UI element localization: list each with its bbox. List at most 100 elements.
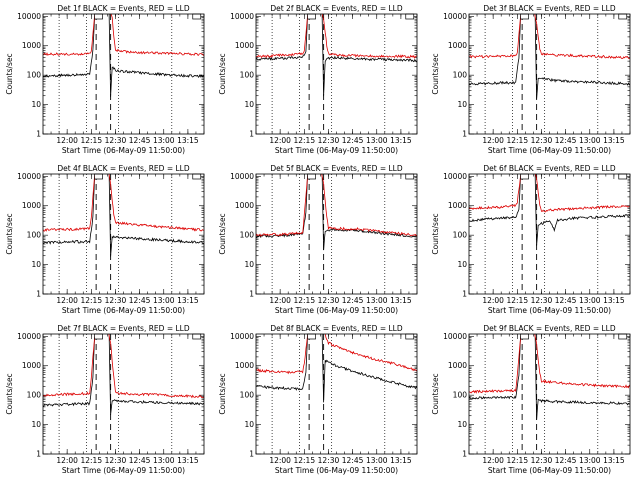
y-tick-label: 1 <box>36 450 41 459</box>
x-tick-label: 12:45 <box>129 296 151 305</box>
y-tick-label: 10000 <box>443 332 467 341</box>
time-marker-box <box>193 174 201 179</box>
x-tick-label: 12:00 <box>482 296 504 305</box>
detector-panel: Det 1f BLACK = Events, RED = LLD Counts/s… <box>5 4 204 155</box>
x-tick-label: 12:45 <box>342 456 364 465</box>
panel-title: Det 1f BLACK = Events, RED = LLD <box>57 4 190 13</box>
x-tick-label: 13:00 <box>579 136 601 145</box>
x-tick-label: 12:45 <box>555 456 577 465</box>
y-tick-label: 100 <box>453 391 468 400</box>
y-axis-label: Counts/sec <box>431 53 440 94</box>
y-tick-label: 100 <box>240 231 255 240</box>
detector-panel: Det 6f BLACK = Events, RED = LLD Counts/s… <box>431 164 630 315</box>
y-tick-label: 10000 <box>230 332 254 341</box>
y-axis-label: Counts/sec <box>431 373 440 414</box>
plot-frame <box>43 174 204 294</box>
plot-frame <box>469 14 630 134</box>
x-tick-label: 12:15 <box>293 456 315 465</box>
x-tick-label: 13:15 <box>390 296 412 305</box>
x-tick-label: 12:30 <box>318 456 340 465</box>
time-marker-box <box>619 174 627 179</box>
y-tick-label: 10000 <box>17 12 41 21</box>
time-marker-box <box>521 334 529 339</box>
x-tick-label: 12:30 <box>105 456 127 465</box>
x-tick-label: 12:15 <box>80 296 102 305</box>
x-axis-label: Start Time (06-May-09 11:50:00) <box>275 146 398 155</box>
events-series-line <box>43 6 204 97</box>
x-tick-label: 12:00 <box>56 136 78 145</box>
y-tick-label: 10 <box>457 420 467 429</box>
y-axis-label: Counts/sec <box>218 53 227 94</box>
y-axis-label: Counts/sec <box>5 53 14 94</box>
x-tick-label: 12:30 <box>531 136 553 145</box>
x-tick-label: 13:00 <box>153 136 175 145</box>
y-tick-label: 100 <box>453 231 468 240</box>
y-tick-label: 1 <box>36 130 41 139</box>
y-tick-label: 1000 <box>235 361 254 370</box>
y-tick-label: 10 <box>457 100 467 109</box>
x-tick-label: 12:00 <box>56 456 78 465</box>
x-tick-label: 12:30 <box>105 296 127 305</box>
time-marker-box <box>193 334 201 339</box>
series-group <box>469 326 630 420</box>
x-tick-label: 12:45 <box>129 136 151 145</box>
detector-panel: Det 9f BLACK = Events, RED = LLDCounts/s… <box>431 324 630 475</box>
series-group <box>256 6 417 96</box>
x-tick-label: 13:15 <box>603 136 625 145</box>
x-tick-label: 13:15 <box>603 456 625 465</box>
time-marker-box <box>619 14 627 19</box>
plot-frame <box>256 334 417 454</box>
plot-frame <box>469 174 630 294</box>
events-series-line <box>256 7 417 97</box>
y-tick-label: 100 <box>453 71 468 80</box>
x-tick-label: 12:30 <box>318 296 340 305</box>
x-tick-label: 12:15 <box>293 296 315 305</box>
x-tick-label: 12:00 <box>482 136 504 145</box>
time-marker-box <box>95 14 103 19</box>
x-tick-label: 13:15 <box>603 296 625 305</box>
y-tick-label: 10000 <box>17 172 41 181</box>
x-tick-label: 13:15 <box>390 136 412 145</box>
panel-title: Det 4f BLACK = Events, RED = LLD <box>57 164 190 173</box>
panel-title: Det 7f BLACK = Events, RED = LLD <box>57 324 190 333</box>
x-tick-label: 13:00 <box>153 456 175 465</box>
y-tick-label: 100 <box>27 71 42 80</box>
x-tick-label: 12:00 <box>269 456 291 465</box>
y-tick-label: 1000 <box>448 361 467 370</box>
x-tick-label: 12:15 <box>80 136 102 145</box>
y-tick-label: 10000 <box>17 332 41 341</box>
y-axis-label: Counts/sec <box>5 213 14 254</box>
y-tick-label: 10 <box>31 260 41 269</box>
x-tick-label: 12:30 <box>531 296 553 305</box>
y-tick-label: 10 <box>244 100 254 109</box>
y-tick-label: 1000 <box>22 361 41 370</box>
events-series-line <box>43 166 204 256</box>
y-tick-label: 1 <box>249 290 254 299</box>
detector-panel: Det 5f BLACK = Events, RED = LLD Counts/s… <box>218 164 417 315</box>
y-tick-label: 10 <box>31 100 41 109</box>
x-tick-label: 12:15 <box>506 456 528 465</box>
time-marker-box <box>308 334 316 339</box>
y-tick-label: 1000 <box>448 41 467 50</box>
x-tick-label: 13:15 <box>390 456 412 465</box>
x-tick-label: 12:30 <box>105 136 127 145</box>
time-marker-box <box>406 14 414 19</box>
y-tick-label: 10000 <box>230 172 254 181</box>
y-tick-label: 10 <box>457 260 467 269</box>
time-marker-box <box>406 334 414 339</box>
x-tick-label: 13:00 <box>366 136 388 145</box>
detector-panel: Det 3f BLACK = Events, RED = LLD Counts/s… <box>431 4 630 155</box>
x-axis-label: Start Time (06-May-09 11:50:00) <box>488 306 611 315</box>
y-tick-label: 10 <box>31 420 41 429</box>
plot-frame <box>256 14 417 134</box>
panel-title: Det 3f BLACK = Events, RED = LLD <box>483 4 616 13</box>
time-marker-box <box>521 174 529 179</box>
y-axis-label: Counts/sec <box>218 373 227 414</box>
time-marker-box <box>521 14 529 19</box>
series-group <box>469 6 630 99</box>
panel-title: Det 8f BLACK = Events, RED = LLD <box>270 324 403 333</box>
detector-panel: Det 7f BLACK = Events, RED = LLDCounts/s… <box>5 324 204 475</box>
x-tick-label: 12:45 <box>342 296 364 305</box>
x-axis-label: Start Time (06-May-09 11:50:00) <box>488 466 611 475</box>
x-tick-label: 12:15 <box>80 456 102 465</box>
